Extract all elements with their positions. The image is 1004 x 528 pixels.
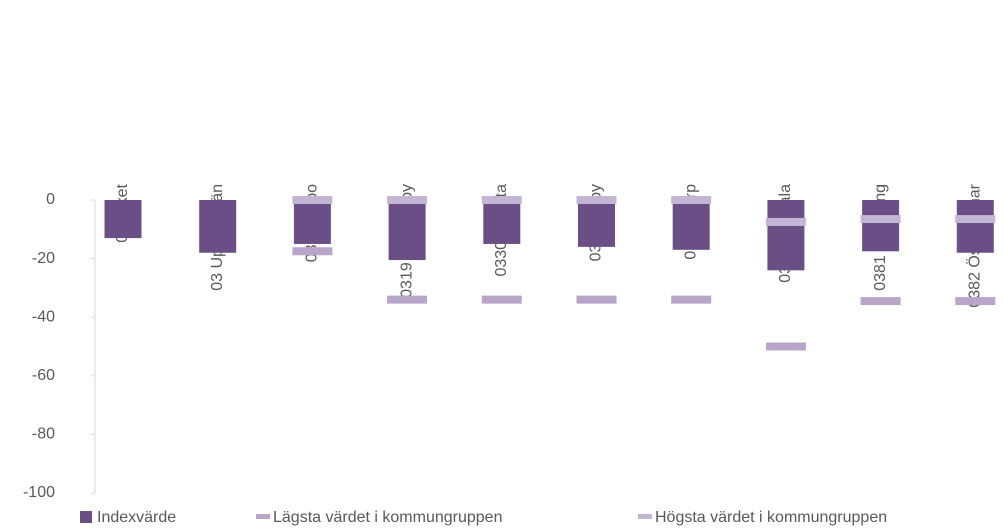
legend-label: Högsta värdet i kommungruppen bbox=[655, 509, 887, 526]
legend-label: Lägsta värdet i kommungruppen bbox=[273, 509, 502, 526]
bar bbox=[767, 200, 805, 271]
marker bbox=[387, 196, 428, 204]
y-tick-label: -60 bbox=[32, 367, 55, 384]
marker bbox=[576, 295, 617, 304]
bar bbox=[956, 200, 994, 253]
bar bbox=[388, 200, 426, 261]
marker bbox=[576, 196, 617, 204]
marker bbox=[292, 247, 333, 256]
marker bbox=[481, 295, 522, 304]
bar bbox=[672, 200, 710, 250]
y-tick-label: -100 bbox=[23, 484, 55, 501]
marker bbox=[765, 217, 806, 226]
bar bbox=[293, 200, 331, 244]
marker bbox=[671, 295, 712, 304]
marker bbox=[955, 215, 996, 224]
legend-swatch bbox=[256, 514, 270, 519]
marker bbox=[671, 196, 712, 204]
marker bbox=[387, 295, 428, 304]
marker bbox=[955, 297, 996, 306]
legend-label: Indexvärde bbox=[97, 509, 176, 526]
marker bbox=[765, 342, 806, 351]
y-tick-label: 0 bbox=[46, 191, 55, 208]
bar bbox=[104, 200, 142, 239]
y-tick-label: -20 bbox=[32, 250, 55, 267]
marker bbox=[860, 297, 901, 306]
bar bbox=[483, 200, 521, 244]
marker bbox=[860, 215, 901, 224]
marker bbox=[292, 196, 333, 204]
bar bbox=[862, 200, 900, 252]
marker bbox=[481, 196, 522, 204]
y-tick-label: -40 bbox=[32, 308, 55, 325]
y-tick-label: -80 bbox=[32, 426, 55, 443]
legend-swatch bbox=[638, 514, 652, 519]
bar bbox=[199, 200, 237, 253]
bar bbox=[578, 200, 615, 247]
legend-swatch bbox=[80, 511, 92, 523]
